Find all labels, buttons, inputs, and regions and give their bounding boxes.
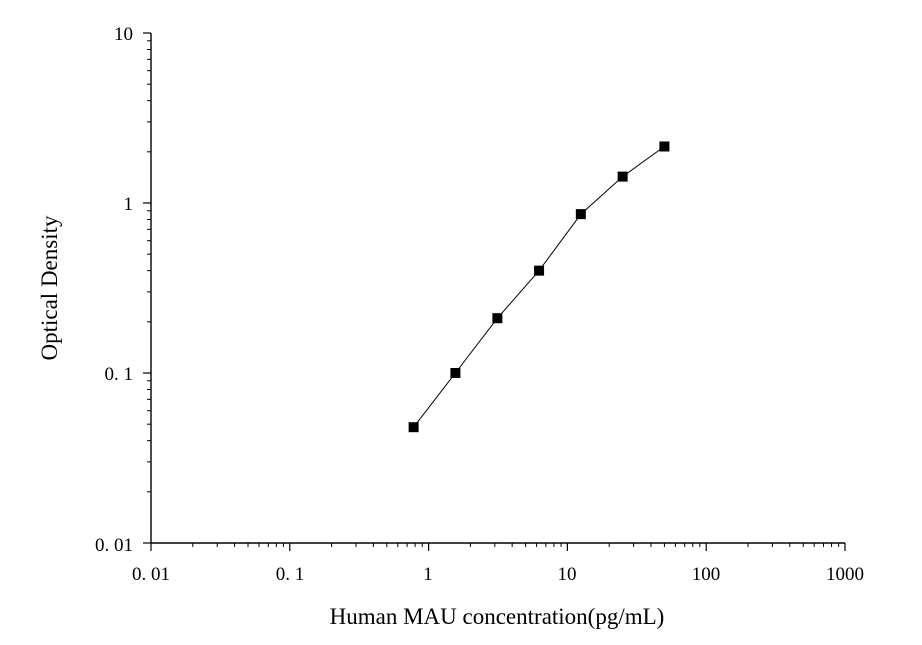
- x-tick-label: 100: [692, 564, 721, 585]
- y-tick-label: 1: [124, 194, 134, 215]
- series-line: [413, 146, 665, 428]
- y-tick-label: 10: [114, 24, 133, 45]
- series: [408, 141, 670, 433]
- data-point: [492, 313, 503, 324]
- x-tick-label: 1: [423, 564, 433, 585]
- data-point: [408, 422, 419, 433]
- data-point: [575, 209, 586, 220]
- x-tick-label: 10: [558, 564, 577, 585]
- x-tick-label: 1000: [826, 564, 864, 585]
- ticks: [143, 32, 846, 551]
- axes: [150, 33, 845, 544]
- y-tick-label: 0. 01: [95, 535, 133, 556]
- data-point: [450, 368, 461, 378]
- x-axis-label: Human MAU concentration(pg/mL): [330, 604, 665, 629]
- tick-labels: 0. 01 0. 1 1 10 100 1000 0. 01 0. 1 1 10: [95, 24, 864, 585]
- y-tick-label: 0. 1: [105, 364, 134, 385]
- y-axis-label: Optical Density: [37, 215, 62, 360]
- data-point: [617, 171, 628, 182]
- x-tick-label: 0. 1: [276, 564, 305, 585]
- data-point: [534, 265, 545, 276]
- x-tick-label: 0. 01: [132, 564, 170, 585]
- data-point: [659, 141, 670, 152]
